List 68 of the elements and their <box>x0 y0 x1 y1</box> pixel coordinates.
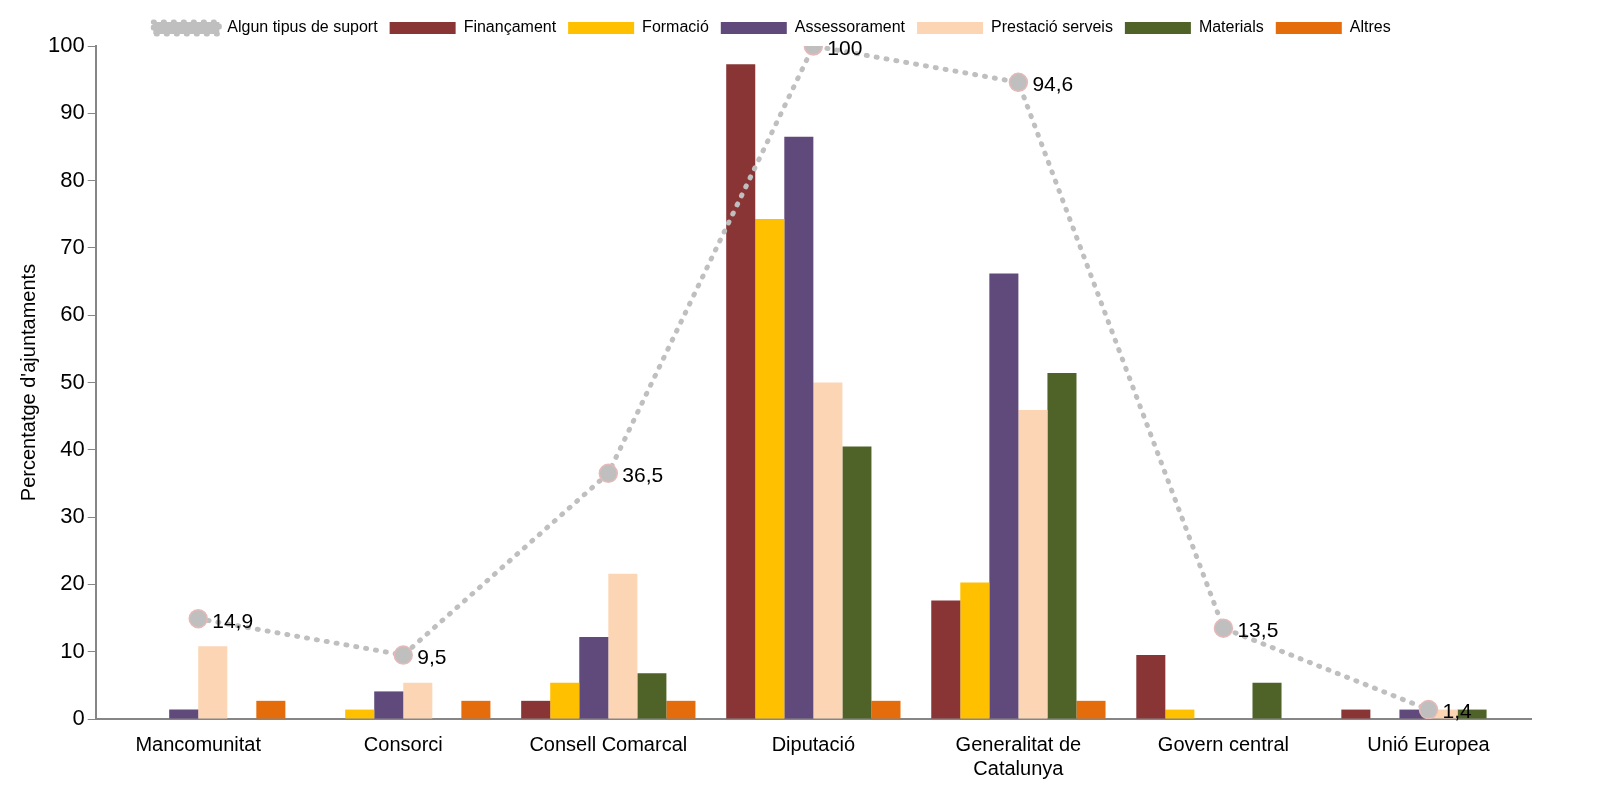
bar <box>931 600 961 719</box>
bar <box>403 682 433 719</box>
bar <box>1076 700 1106 719</box>
bar <box>256 700 286 719</box>
bar <box>1165 709 1195 719</box>
data-label: 94,6 <box>1032 72 1074 96</box>
x-tick-label: Unió Europea <box>1367 732 1491 755</box>
data-label: 13,5 <box>1237 617 1279 641</box>
y-tick-label: 70 <box>60 233 85 259</box>
x-tick-label: Generalitat de Catalunya <box>955 732 1082 779</box>
bar <box>198 646 228 719</box>
y-tick-label: 80 <box>60 166 85 192</box>
data-label: 36,5 <box>622 463 664 487</box>
y-tick-label: 40 <box>60 435 85 461</box>
y-tick-label: 0 <box>72 705 85 731</box>
bar <box>755 218 785 719</box>
legend-label: Altres <box>1349 18 1391 36</box>
point <box>393 645 414 665</box>
bar <box>989 273 1019 719</box>
bar <box>550 682 580 719</box>
legend-label: Materials <box>1198 18 1264 36</box>
x-tick-label: Govern central <box>1157 732 1290 755</box>
legend-label: Assessorament <box>794 18 906 36</box>
bar <box>726 64 756 719</box>
data-label: 14,9 <box>212 608 254 632</box>
bar <box>1252 682 1282 719</box>
y-tick-label: 10 <box>60 637 85 663</box>
bar <box>579 636 609 719</box>
legend-label: Algun tipus de suport <box>227 18 379 36</box>
y-tick-label: 90 <box>60 99 85 125</box>
y-tick-label: 100 <box>47 32 85 58</box>
bar <box>1018 410 1048 719</box>
bar <box>813 382 843 719</box>
y-tick-label: 30 <box>60 503 85 529</box>
bar <box>461 700 491 719</box>
point <box>1008 72 1029 93</box>
y-axis-title: Percentatge d'ajuntaments <box>16 263 39 502</box>
x-tick-label: Consorci <box>363 732 443 755</box>
bar <box>608 573 638 719</box>
point <box>188 608 208 629</box>
data-label: 100 <box>827 35 863 59</box>
y-tick-label: 20 <box>60 570 85 596</box>
bar <box>169 709 199 719</box>
legend-label: Formació <box>642 18 709 36</box>
bar <box>960 582 990 719</box>
bar <box>521 700 551 719</box>
bar <box>1341 709 1371 719</box>
data-label: 1,4 <box>1442 699 1472 723</box>
point <box>1213 618 1234 638</box>
legend-label: Finançament <box>463 18 557 36</box>
x-tick-label: Mancomunitat <box>135 732 262 755</box>
bar <box>666 700 696 719</box>
data-label: 9,5 <box>417 644 447 668</box>
point <box>598 463 619 484</box>
y-tick-label: 60 <box>60 301 85 327</box>
bar <box>345 709 375 719</box>
bar <box>1136 655 1166 719</box>
legend-label: Prestació serveis <box>991 18 1113 36</box>
bar <box>1047 373 1077 719</box>
point <box>1418 699 1439 719</box>
x-tick-label: Consell Comarcal <box>529 732 688 755</box>
y-tick-label: 50 <box>60 368 85 394</box>
bar <box>784 136 814 719</box>
x-tick-label: Diputació <box>771 732 856 755</box>
bar <box>842 446 872 719</box>
bar <box>637 673 667 719</box>
bar <box>871 700 901 719</box>
bar <box>374 691 404 719</box>
